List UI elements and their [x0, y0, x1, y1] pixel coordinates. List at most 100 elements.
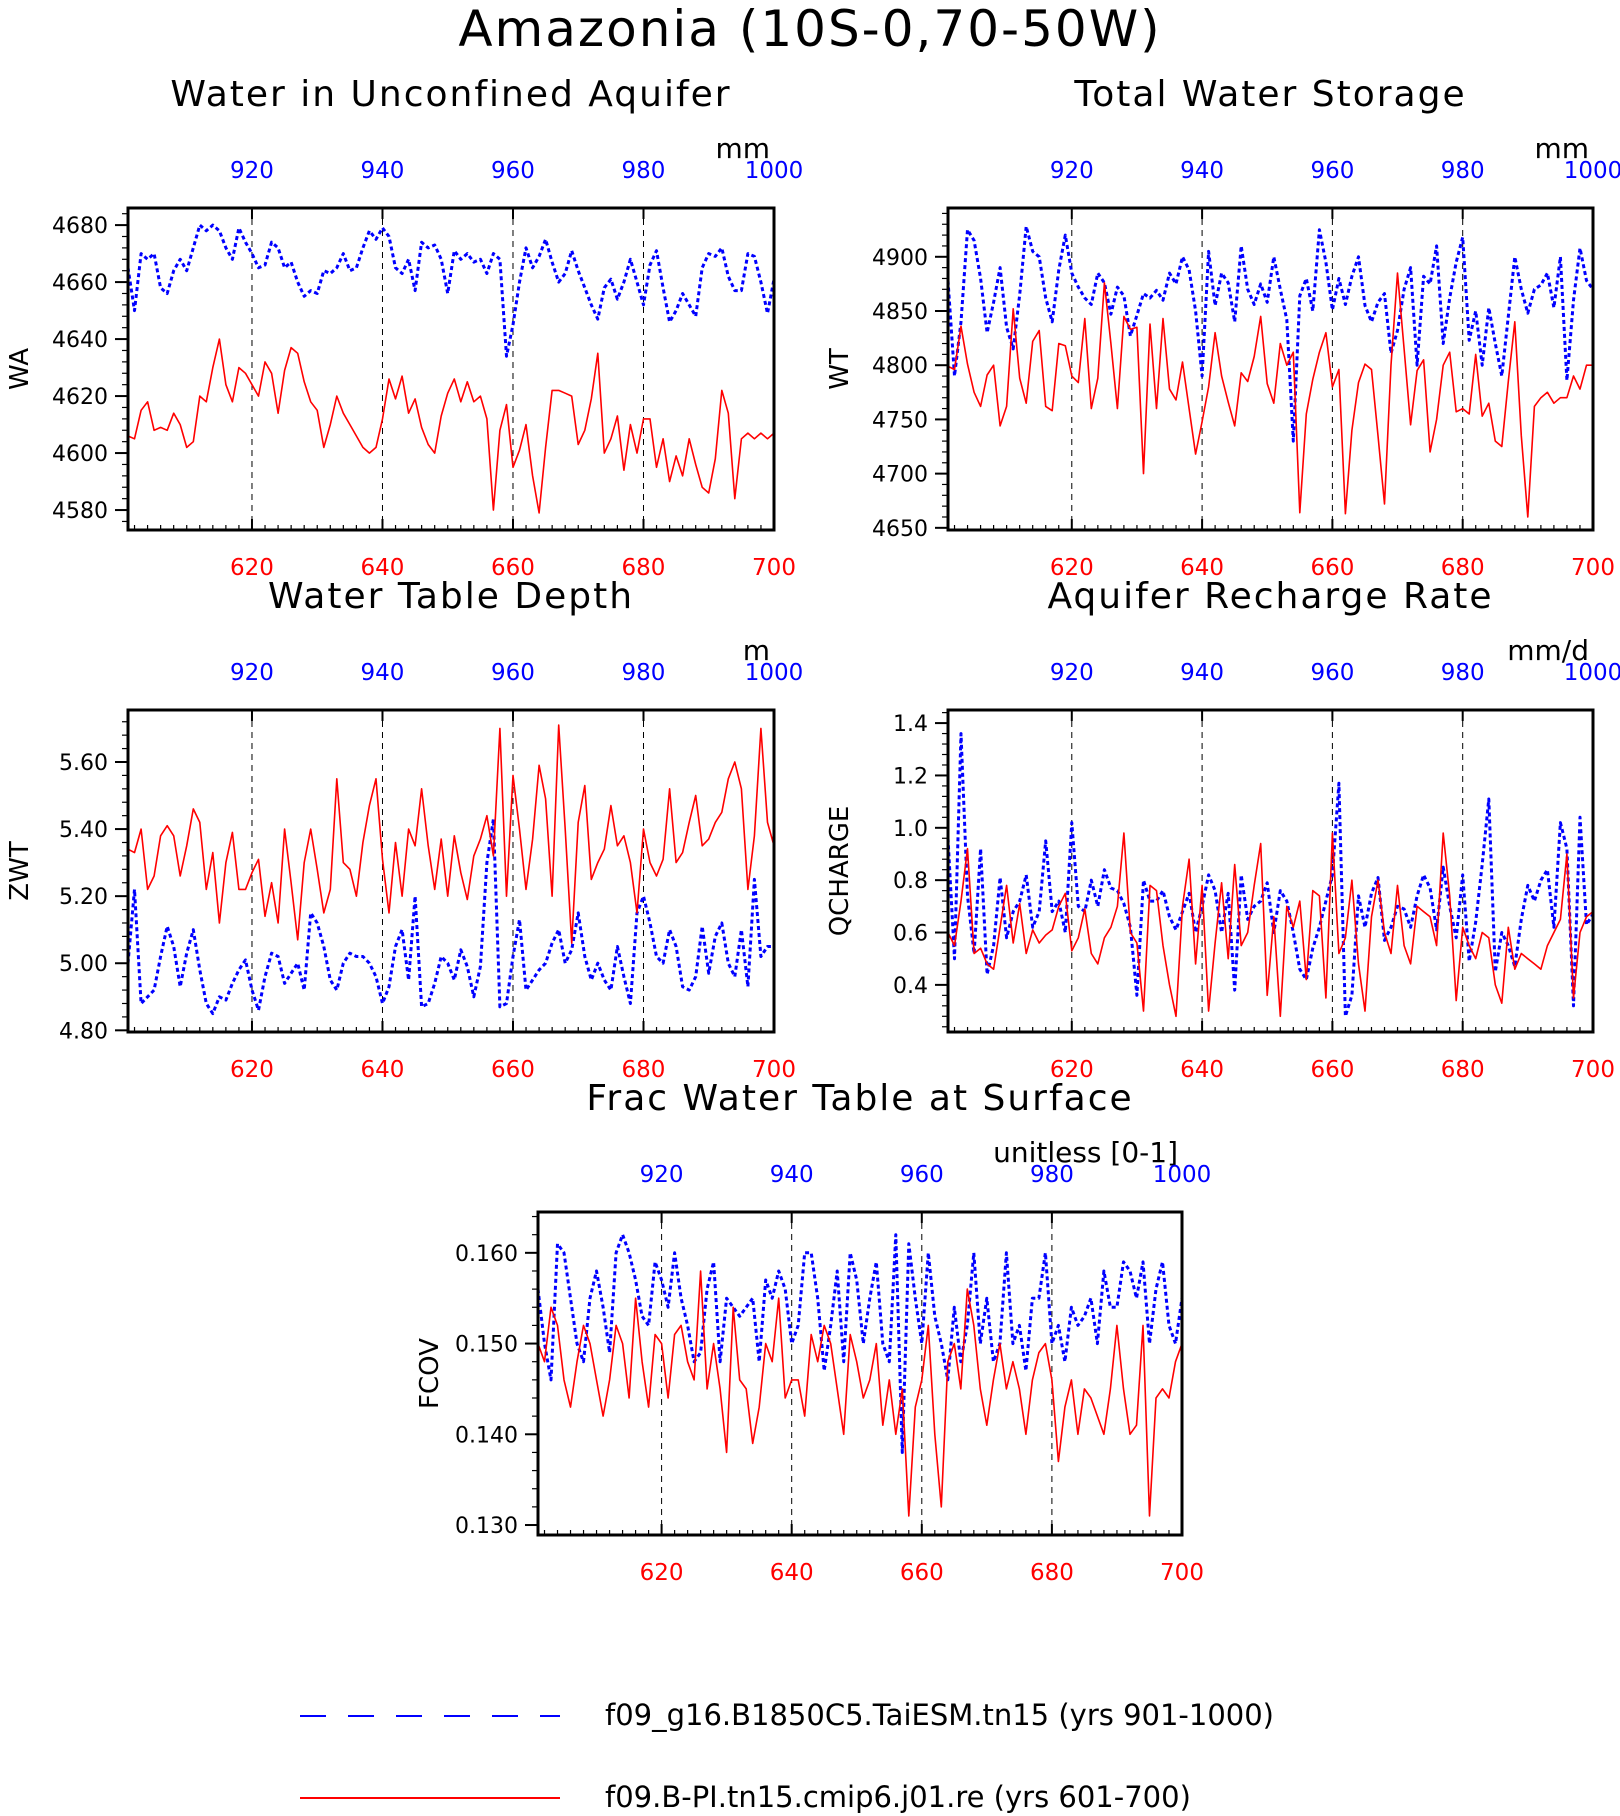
- x-bottom-tick-label: 640: [361, 1057, 405, 1083]
- y-axis-label: WA: [5, 348, 35, 390]
- x-top-tick-label: 980: [1441, 158, 1485, 184]
- x-bottom-tick-label: 620: [1050, 555, 1094, 581]
- x-top-tick-label: 920: [1050, 158, 1094, 184]
- x-bottom-tick-label: 700: [752, 1057, 796, 1083]
- y-tick-label: 4850: [872, 300, 928, 325]
- plot-frame: [126, 206, 776, 532]
- y-tick-label: 1.2: [893, 764, 928, 789]
- x-top-tick-label: 980: [622, 158, 666, 184]
- y-tick-label: 4680: [52, 214, 108, 239]
- unit-label: mm: [715, 132, 770, 165]
- x-bottom-tick-label: 700: [752, 555, 796, 581]
- x-bottom-tick-label: 660: [900, 1560, 944, 1586]
- y-tick-label: 0.8: [893, 869, 928, 894]
- y-tick-label: 4.80: [59, 1019, 108, 1044]
- series-line-a: [536, 1233, 1184, 1454]
- x-bottom-tick-label: 700: [1571, 555, 1615, 581]
- series-line-b: [947, 832, 1594, 1018]
- x-bottom-tick-label: 660: [1310, 1057, 1354, 1083]
- series-line-a: [946, 732, 1595, 1018]
- panel-aquifer-recharge-rate: Aquifer Recharge Rate mm/d QCHARGE 620 640 66…: [825, 576, 1620, 1083]
- x-bottom-tick-label: 640: [361, 555, 405, 581]
- x-bottom-tick-label: 640: [770, 1560, 814, 1586]
- x-bottom-tick-label: 660: [491, 555, 535, 581]
- x-top-tick-label: 1000: [1153, 1162, 1212, 1188]
- x-bottom-tick-label: 620: [230, 555, 274, 581]
- x-top-tick-label: 940: [1180, 158, 1224, 184]
- panel-frac-water-table-at-surface: Frac Water Table at Surface unitless [0-1…: [415, 1078, 1211, 1586]
- y-tick-label: 4640: [52, 328, 108, 353]
- x-top-tick-label: 940: [770, 1162, 814, 1188]
- x-bottom-tick-label: 660: [491, 1057, 535, 1083]
- x-bottom-tick-label: 620: [1050, 1057, 1094, 1083]
- x-bottom-tick-label: 680: [622, 555, 666, 581]
- plot-frame: [946, 206, 1595, 532]
- x-bottom-tick-label: 640: [1180, 555, 1224, 581]
- x-top-tick-label: 1000: [1564, 660, 1620, 686]
- figure-title: Amazonia (10S-0,70-50W): [458, 0, 1161, 58]
- panel-title: Total Water Storage: [1073, 74, 1466, 115]
- unit-label: mm: [1534, 132, 1589, 165]
- x-top-tick-label: 1000: [1564, 158, 1620, 184]
- y-tick-label: 0.4: [893, 974, 928, 999]
- panel-title: Water in Unconfined Aquifer: [170, 74, 731, 115]
- x-top-tick-label: 960: [491, 158, 535, 184]
- x-bottom-tick-label: 680: [622, 1057, 666, 1083]
- plot-frame: [536, 1210, 1184, 1537]
- y-tick-label: 4700: [872, 463, 928, 488]
- y-tick-label: 4620: [52, 385, 108, 410]
- panel-title: Aquifer Recharge Rate: [1047, 576, 1493, 617]
- y-tick-label: 0.130: [455, 1514, 518, 1539]
- plot-frame: [946, 708, 1595, 1034]
- y-tick-label: 4650: [872, 517, 928, 542]
- y-tick-label: 4800: [872, 354, 928, 379]
- y-tick-label: 0.150: [455, 1333, 518, 1358]
- y-tick-label: 4900: [872, 246, 928, 271]
- y-tick-label: 4750: [872, 408, 928, 433]
- x-top-tick-label: 940: [361, 660, 405, 686]
- unit-label: m: [743, 634, 770, 667]
- y-axis-label: ZWT: [5, 841, 35, 901]
- x-top-tick-label: 980: [1441, 660, 1485, 686]
- x-top-tick-label: 920: [640, 1162, 684, 1188]
- unit-label: unitless [0-1]: [993, 1136, 1178, 1169]
- series-line-b: [537, 1270, 1183, 1517]
- series-line-b: [947, 272, 1593, 518]
- x-bottom-tick-label: 660: [1310, 555, 1354, 581]
- y-tick-label: 5.40: [59, 818, 108, 843]
- x-top-tick-label: 980: [1030, 1162, 1074, 1188]
- y-tick-label: 4660: [52, 271, 108, 296]
- x-top-tick-label: 1000: [745, 660, 804, 686]
- series-line-a: [126, 223, 776, 358]
- legend-label-series-a: f09_g16.B1850C5.TaiESM.tn15 (yrs 901-100…: [605, 1698, 1274, 1732]
- y-axis-label: WT: [825, 348, 855, 390]
- x-top-tick-label: 920: [1050, 660, 1094, 686]
- panel-title: Water Table Depth: [268, 576, 634, 617]
- legend: f09_g16.B1850C5.TaiESM.tn15 (yrs 901-100…: [300, 1698, 1274, 1814]
- x-bottom-tick-label: 680: [1441, 1057, 1485, 1083]
- series-line-a: [126, 817, 774, 1016]
- y-tick-label: 0.140: [455, 1423, 518, 1448]
- x-bottom-tick-label: 620: [230, 1057, 274, 1083]
- x-top-tick-label: 940: [361, 158, 405, 184]
- y-tick-label: 4580: [52, 499, 108, 524]
- panel-water-in-unconfined-aquifer: Water in Unconfined Aquifer mm WA 620 640 660…: [5, 74, 803, 581]
- unit-label: mm/d: [1507, 634, 1589, 667]
- y-tick-label: 1.0: [893, 817, 928, 842]
- x-top-tick-label: 920: [230, 660, 274, 686]
- x-top-tick-label: 960: [491, 660, 535, 686]
- x-bottom-tick-label: 640: [1180, 1057, 1224, 1083]
- panel-title: Frac Water Table at Surface: [586, 1078, 1133, 1119]
- series-line-b: [127, 724, 775, 944]
- y-tick-label: 0.160: [455, 1242, 518, 1267]
- x-top-tick-label: 980: [622, 660, 666, 686]
- x-top-tick-label: 960: [900, 1162, 944, 1188]
- y-tick-label: 4600: [52, 442, 108, 467]
- panel-total-water-storage: Total Water Storage mm WT 620 640 660 680 700 92…: [825, 74, 1620, 581]
- y-tick-label: 5.00: [59, 952, 108, 977]
- plot-frame: [126, 708, 776, 1034]
- x-bottom-tick-label: 700: [1571, 1057, 1615, 1083]
- y-tick-label: 5.20: [59, 885, 108, 910]
- x-top-tick-label: 920: [230, 158, 274, 184]
- series-line-a: [946, 224, 1595, 443]
